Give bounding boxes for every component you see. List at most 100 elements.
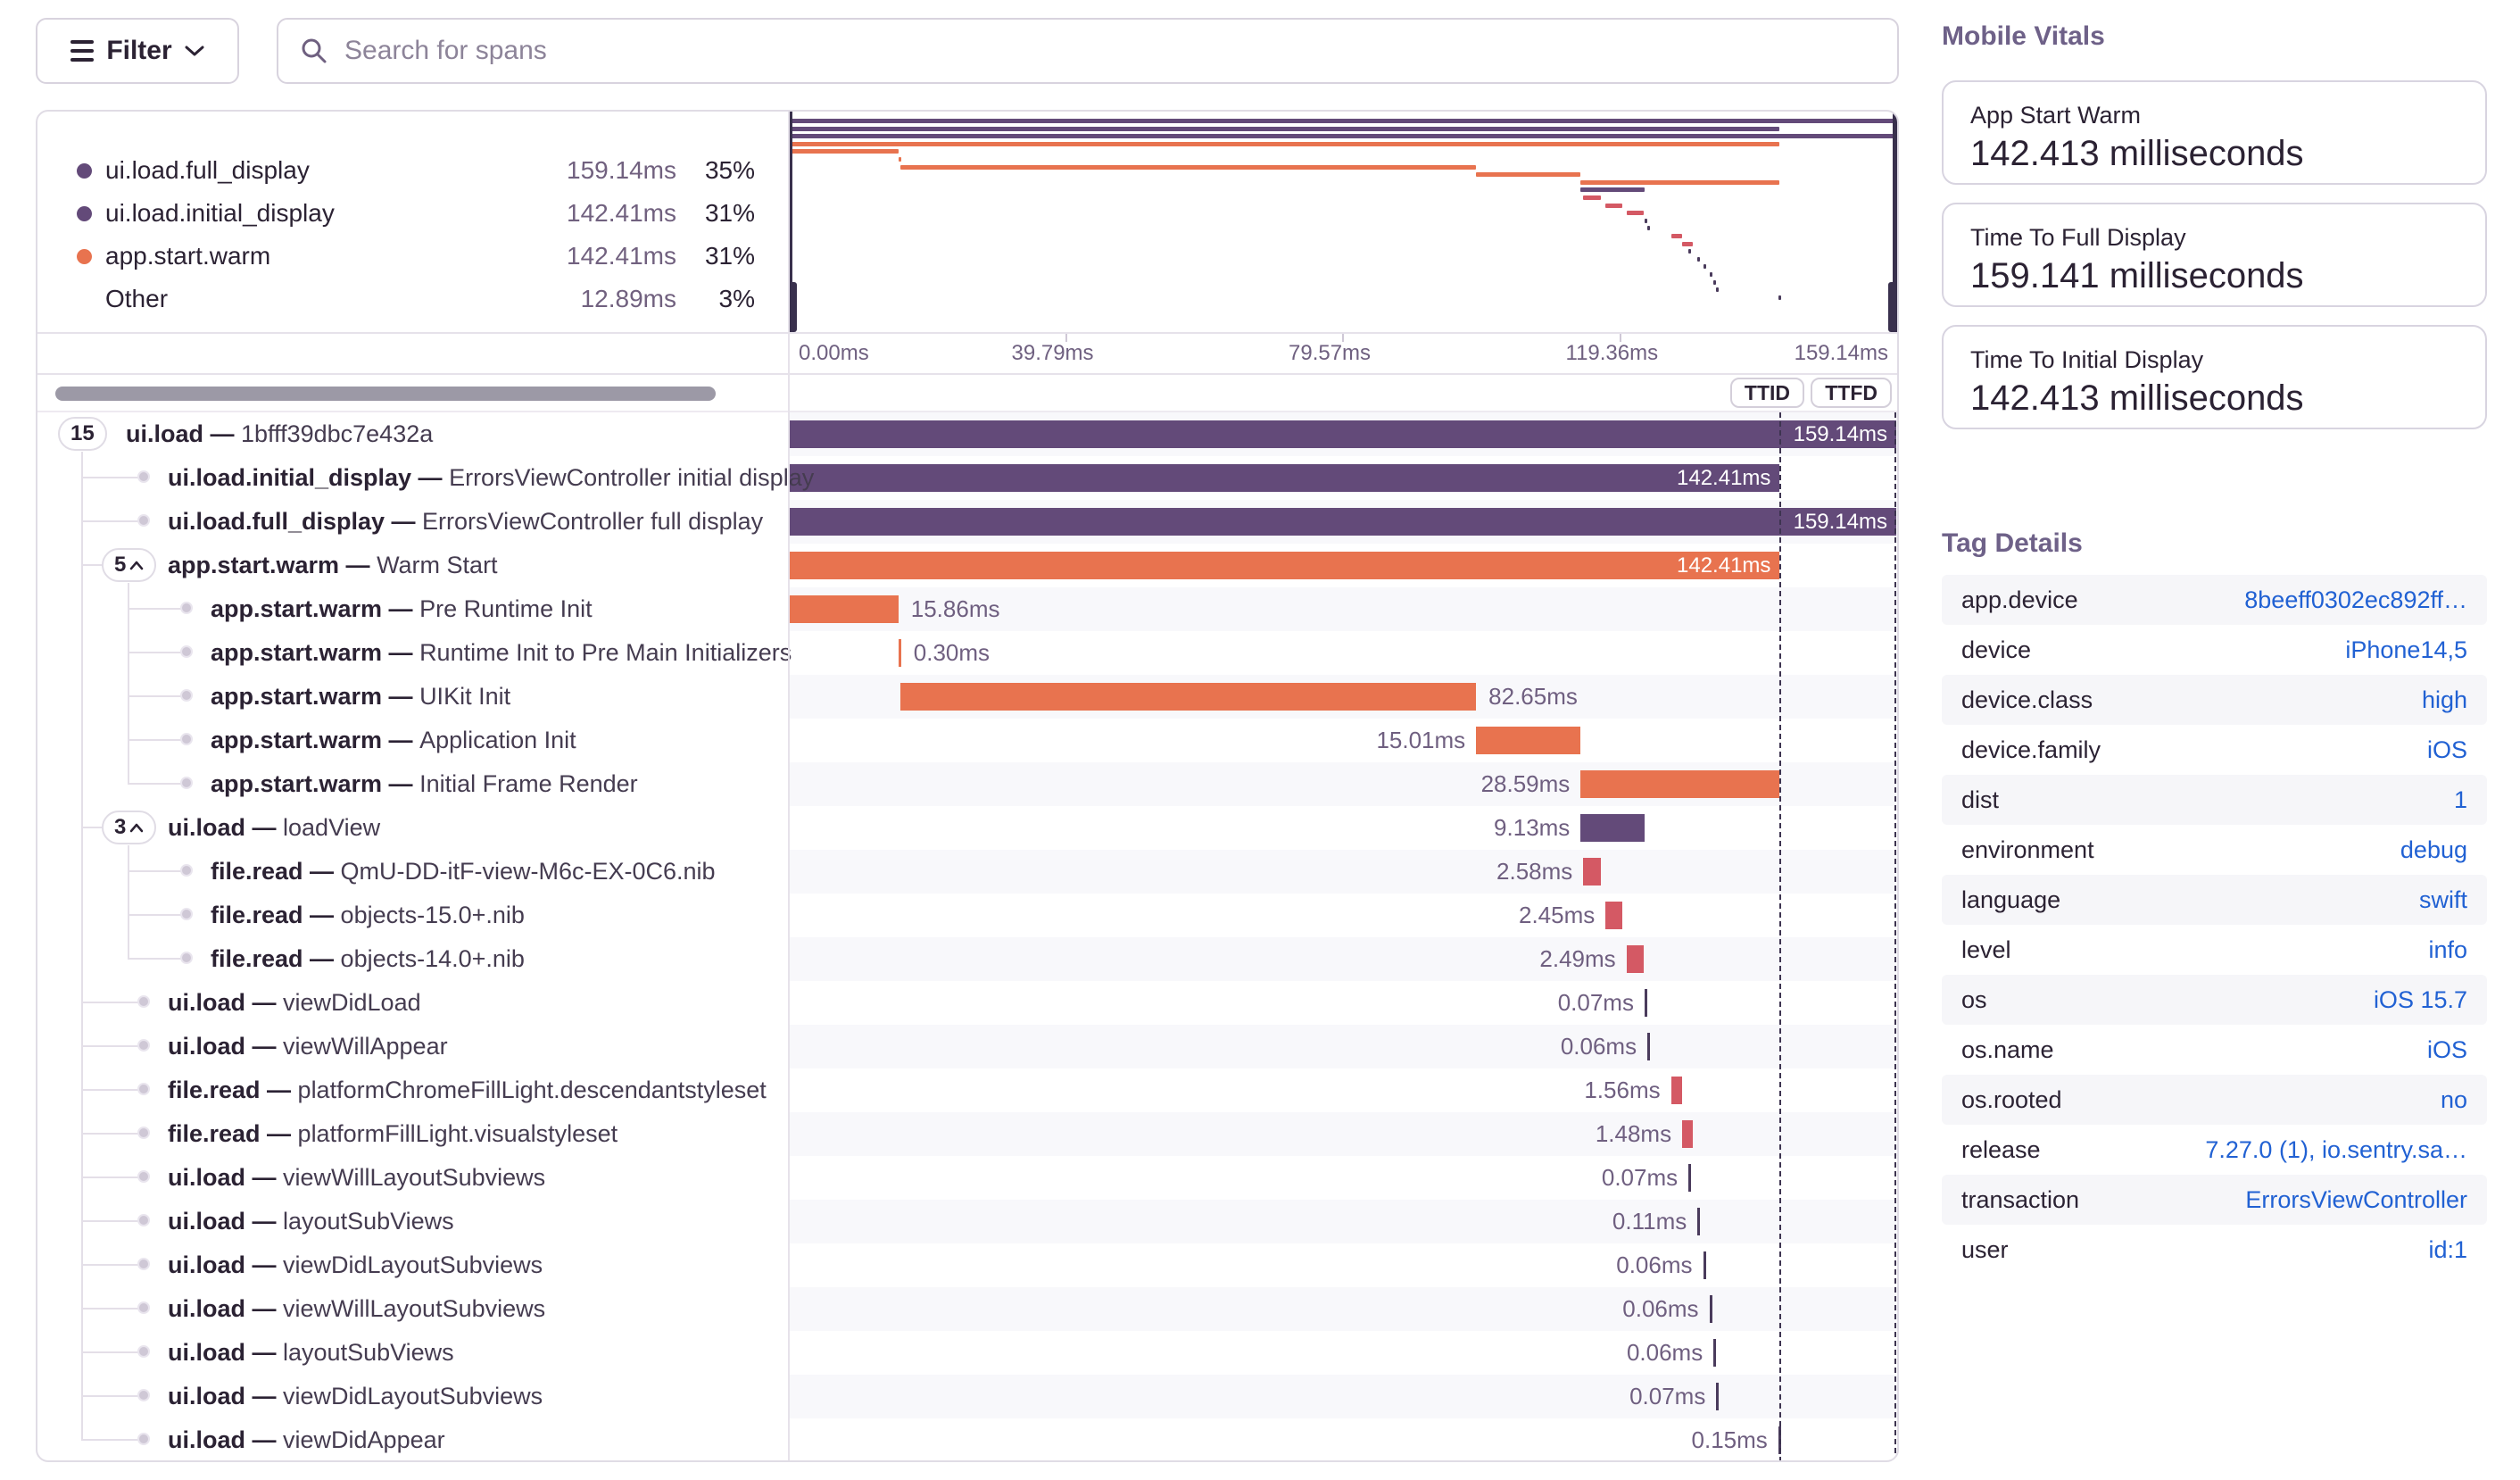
span-count-badge[interactable]: 5 <box>102 548 157 582</box>
tag-value-link[interactable]: iPhone14,5 <box>2345 636 2467 663</box>
minimap-left-track[interactable] <box>788 112 792 332</box>
span-op: ui.load.initial_display — <box>168 464 450 491</box>
tag-value-link[interactable]: 8beeff0302ec892ff… <box>2244 586 2467 613</box>
span-row[interactable]: ui.load — viewWillLayoutSubviews 0.06ms <box>37 1287 1897 1331</box>
span-row[interactable]: ui.load — viewDidLayoutSubviews 0.06ms <box>37 1243 1897 1287</box>
span-row[interactable]: ui.load — viewWillAppear 0.06ms <box>37 1025 1897 1068</box>
tag-value-link[interactable]: swift <box>2419 886 2467 913</box>
span-row[interactable]: file.read — platformChromeFillLight.desc… <box>37 1068 1897 1112</box>
span-row[interactable]: ui.load — viewDidLayoutSubviews 0.07ms <box>37 1375 1897 1418</box>
span-duration-bar[interactable] <box>1647 1033 1651 1060</box>
minimap-left-handle[interactable] <box>788 282 797 332</box>
tag-value-link[interactable]: high <box>2421 686 2467 713</box>
span-row[interactable]: 15 ui.load — 1bfff39dbc7e432a 159.14ms <box>37 412 1897 456</box>
span-duration-bar[interactable]: 142.41ms <box>788 552 1780 579</box>
span-row[interactable]: 3 ui.load — loadView 9.13ms <box>37 806 1897 850</box>
span-row[interactable]: ui.load — viewWillLayoutSubviews 0.07ms <box>37 1156 1897 1200</box>
span-duration-bar[interactable] <box>1682 1120 1693 1148</box>
span-row[interactable]: ui.load.initial_display — ErrorsViewCont… <box>37 456 1897 500</box>
span-count-badge[interactable]: 15 <box>58 417 107 451</box>
tag-value-link[interactable]: iOS 15.7 <box>2373 985 2467 1013</box>
legend-item[interactable]: ui.load.initial_display 142.41ms 31% <box>37 192 788 235</box>
span-duration-bar[interactable] <box>900 683 1477 711</box>
span-row[interactable]: file.read — objects-15.0+.nib 2.45ms <box>37 894 1897 937</box>
tag-value-link[interactable]: iOS <box>2426 1035 2467 1063</box>
span-duration-bar[interactable]: 159.14ms <box>788 420 1896 448</box>
legend-item-duration: 142.41ms <box>567 199 676 227</box>
tree-node-dot <box>180 864 193 877</box>
legend-item[interactable]: app.start.warm 142.41ms 31% <box>37 235 788 278</box>
span-duration-bar[interactable]: 142.41ms <box>788 464 1780 492</box>
span-row[interactable]: app.start.warm — Initial Frame Render 28.… <box>37 762 1897 806</box>
span-op: ui.load — <box>168 989 284 1016</box>
span-duration-bar[interactable] <box>1476 727 1581 754</box>
span-duration-bar[interactable] <box>1626 945 1645 973</box>
span-row[interactable]: file.read — platformFillLight.visualstyl… <box>37 1112 1897 1156</box>
tag-value-link[interactable]: iOS <box>2426 736 2467 763</box>
span-duration-bar[interactable] <box>1703 1251 1706 1279</box>
minimap-right-track[interactable] <box>1893 112 1897 332</box>
span-duration-bar[interactable] <box>1583 858 1602 886</box>
span-duration-bar[interactable] <box>1605 902 1623 929</box>
legend-color-dot <box>77 206 92 221</box>
span-row[interactable]: app.start.warm — Runtime Init to Pre Mai… <box>37 631 1897 675</box>
minimap[interactable] <box>788 112 1897 332</box>
tag-value-link[interactable]: info <box>2428 935 2467 963</box>
span-duration-bar[interactable] <box>1688 1164 1692 1192</box>
tree-connector-line <box>81 1264 139 1266</box>
tag-row: os.name iOS <box>1942 1025 2487 1075</box>
span-duration-label: 1.56ms <box>1584 1077 1661 1103</box>
horizontal-scrollbar[interactable] <box>55 387 716 401</box>
legend-item[interactable]: ui.load.full_display 159.14ms 35% <box>37 149 788 192</box>
span-row[interactable]: app.start.warm — Pre Runtime Init 15.86ms <box>37 587 1897 631</box>
span-duration-bar[interactable] <box>1580 770 1780 798</box>
span-duration-bar[interactable] <box>1713 1339 1717 1367</box>
span-row[interactable]: file.read — QmU-DD-itF-view-M6c-EX-0C6.n… <box>37 850 1897 894</box>
span-duration-label: 0.06ms <box>1622 1295 1699 1322</box>
span-row[interactable]: file.read — objects-14.0+.nib 2.49ms <box>37 937 1897 981</box>
span-tree-label: app.start.warm — Runtime Init to Pre Mai… <box>211 631 792 675</box>
span-duration-bar[interactable] <box>1670 1077 1682 1104</box>
span-description: viewDidLayoutSubviews <box>283 1251 543 1278</box>
span-duration-bar[interactable] <box>898 639 901 667</box>
tag-value-link[interactable]: ErrorsViewController <box>2245 1185 2467 1213</box>
tag-value-link[interactable]: debug <box>2400 836 2467 863</box>
span-op: ui.load — <box>168 1383 284 1409</box>
span-row[interactable]: ui.load — viewDidAppear 0.15ms <box>37 1418 1897 1460</box>
span-row[interactable]: app.start.warm — Application Init 15.01ms <box>37 719 1897 762</box>
span-tree-label: ui.load — viewDidAppear <box>168 1418 445 1460</box>
span-duration-bar[interactable] <box>1716 1383 1720 1410</box>
span-row[interactable]: app.start.warm — UIKit Init 82.65ms <box>37 675 1897 719</box>
span-count-badge[interactable]: 3 <box>102 811 157 844</box>
span-row[interactable]: 5 app.start.warm — Warm Start 142.41ms <box>37 544 1897 587</box>
span-duration-bar[interactable]: 159.14ms <box>788 508 1896 536</box>
span-duration-bar[interactable] <box>788 595 899 623</box>
span-duration-bar[interactable] <box>1697 1208 1701 1235</box>
vital-card-value: 142.413 milliseconds <box>1970 134 2304 173</box>
tree-node-dot <box>137 1083 150 1095</box>
span-duration-bar[interactable] <box>1644 989 1647 1017</box>
tag-value-link[interactable]: id:1 <box>2428 1235 2467 1263</box>
span-duration-bar[interactable] <box>1778 1426 1781 1454</box>
span-duration-bar[interactable] <box>1709 1295 1712 1323</box>
tag-value-link[interactable]: no <box>2440 1085 2467 1113</box>
tree-connector-line <box>81 1133 139 1135</box>
filter-button[interactable]: Filter <box>36 18 239 84</box>
span-duration-bar[interactable] <box>1580 814 1645 842</box>
search-input[interactable] <box>344 36 1876 66</box>
span-tree-label: ui.load — layoutSubViews <box>168 1200 454 1243</box>
span-row[interactable]: ui.load — layoutSubViews 0.06ms <box>37 1331 1897 1375</box>
legend-item[interactable]: Other 12.89ms 3% <box>37 278 788 320</box>
ttid-button[interactable]: TTID <box>1729 378 1804 408</box>
row-stripe <box>788 1287 1897 1331</box>
tag-value-link[interactable]: 1 <box>2453 786 2467 813</box>
tree-node-dot <box>137 1214 150 1226</box>
minimap-right-handle[interactable] <box>1888 282 1897 332</box>
span-row[interactable]: ui.load — layoutSubViews 0.11ms <box>37 1200 1897 1243</box>
tag-row: transaction ErrorsViewController <box>1942 1175 2487 1225</box>
span-row[interactable]: ui.load — viewDidLoad 0.07ms <box>37 981 1897 1025</box>
span-row[interactable]: ui.load.full_display — ErrorsViewControl… <box>37 500 1897 544</box>
tree-node-dot <box>137 470 150 483</box>
ttfd-button[interactable]: TTFD <box>1811 378 1892 408</box>
tag-value-link[interactable]: 7.27.0 (1), io.sentry.sa… <box>2205 1135 2467 1163</box>
